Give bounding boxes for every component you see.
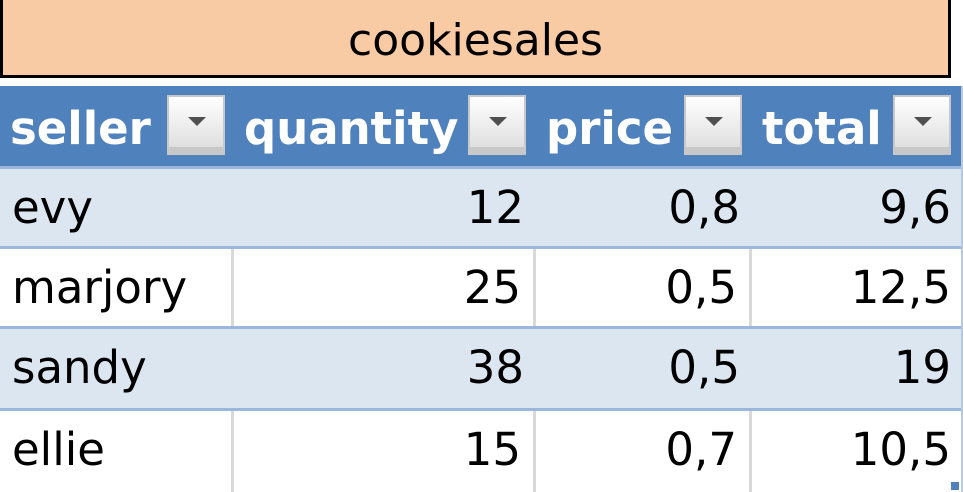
total-value: 12,5 [850,261,951,314]
table-title: cookiesales [348,15,603,66]
table-row: ellie 15 0,7 10,5 [0,408,961,492]
quantity-cell[interactable]: 12 [234,169,536,246]
quantity-value: 25 [463,261,521,314]
total-cell[interactable]: 12,5 [752,249,961,326]
total-cell[interactable]: 19 [752,329,961,408]
quantity-value: 12 [466,181,524,234]
total-value: 10,5 [850,423,951,476]
total-value: 9,6 [879,181,951,234]
total-value: 19 [893,341,951,394]
filter-dropdown-icon[interactable] [167,95,225,155]
price-cell[interactable]: 0,5 [536,249,752,326]
table-row: marjory 25 0,5 12,5 [0,246,961,326]
price-value: 0,8 [668,181,740,234]
header-label-price: price [546,102,674,155]
quantity-value: 38 [466,341,524,394]
seller-cell[interactable]: ellie [0,411,234,492]
seller-cell[interactable]: sandy [0,329,234,408]
header-cell-seller[interactable]: seller [0,86,234,166]
price-value: 0,5 [668,341,740,394]
quantity-cell[interactable]: 38 [234,329,536,408]
header-cell-total[interactable]: total [752,86,961,166]
seller-value: evy [12,181,93,234]
filter-dropdown-icon[interactable] [684,95,742,155]
table-title-cell[interactable]: cookiesales [0,0,951,78]
header-label-quantity: quantity [244,102,459,155]
filter-dropdown-icon[interactable] [893,95,951,155]
total-cell[interactable]: 10,5 [752,411,961,492]
header-label-total: total [762,102,882,155]
seller-value: marjory [12,261,188,314]
header-row: seller quantity price total [0,86,961,166]
table-row: sandy 38 0,5 19 [0,326,961,408]
price-cell[interactable]: 0,5 [536,329,752,408]
price-value: 0,7 [665,423,737,476]
quantity-cell[interactable]: 15 [234,411,536,492]
quantity-cell[interactable]: 25 [234,249,536,326]
table-resize-handle[interactable] [951,482,959,490]
seller-cell[interactable]: marjory [0,249,234,326]
seller-cell[interactable]: evy [0,169,234,246]
quantity-value: 15 [463,423,521,476]
price-value: 0,5 [665,261,737,314]
price-cell[interactable]: 0,7 [536,411,752,492]
cookie-sales-table: seller quantity price total evy 12 0,8 9… [0,86,963,492]
header-cell-price[interactable]: price [536,86,752,166]
total-cell[interactable]: 9,6 [752,169,961,246]
table-title-row: cookiesales [0,0,963,84]
header-label-seller: seller [10,102,151,155]
header-cell-quantity[interactable]: quantity [234,86,536,166]
filter-dropdown-icon[interactable] [468,95,526,155]
seller-value: sandy [12,341,147,394]
seller-value: ellie [12,423,105,476]
price-cell[interactable]: 0,8 [536,169,752,246]
table-row: evy 12 0,8 9,6 [0,166,961,246]
